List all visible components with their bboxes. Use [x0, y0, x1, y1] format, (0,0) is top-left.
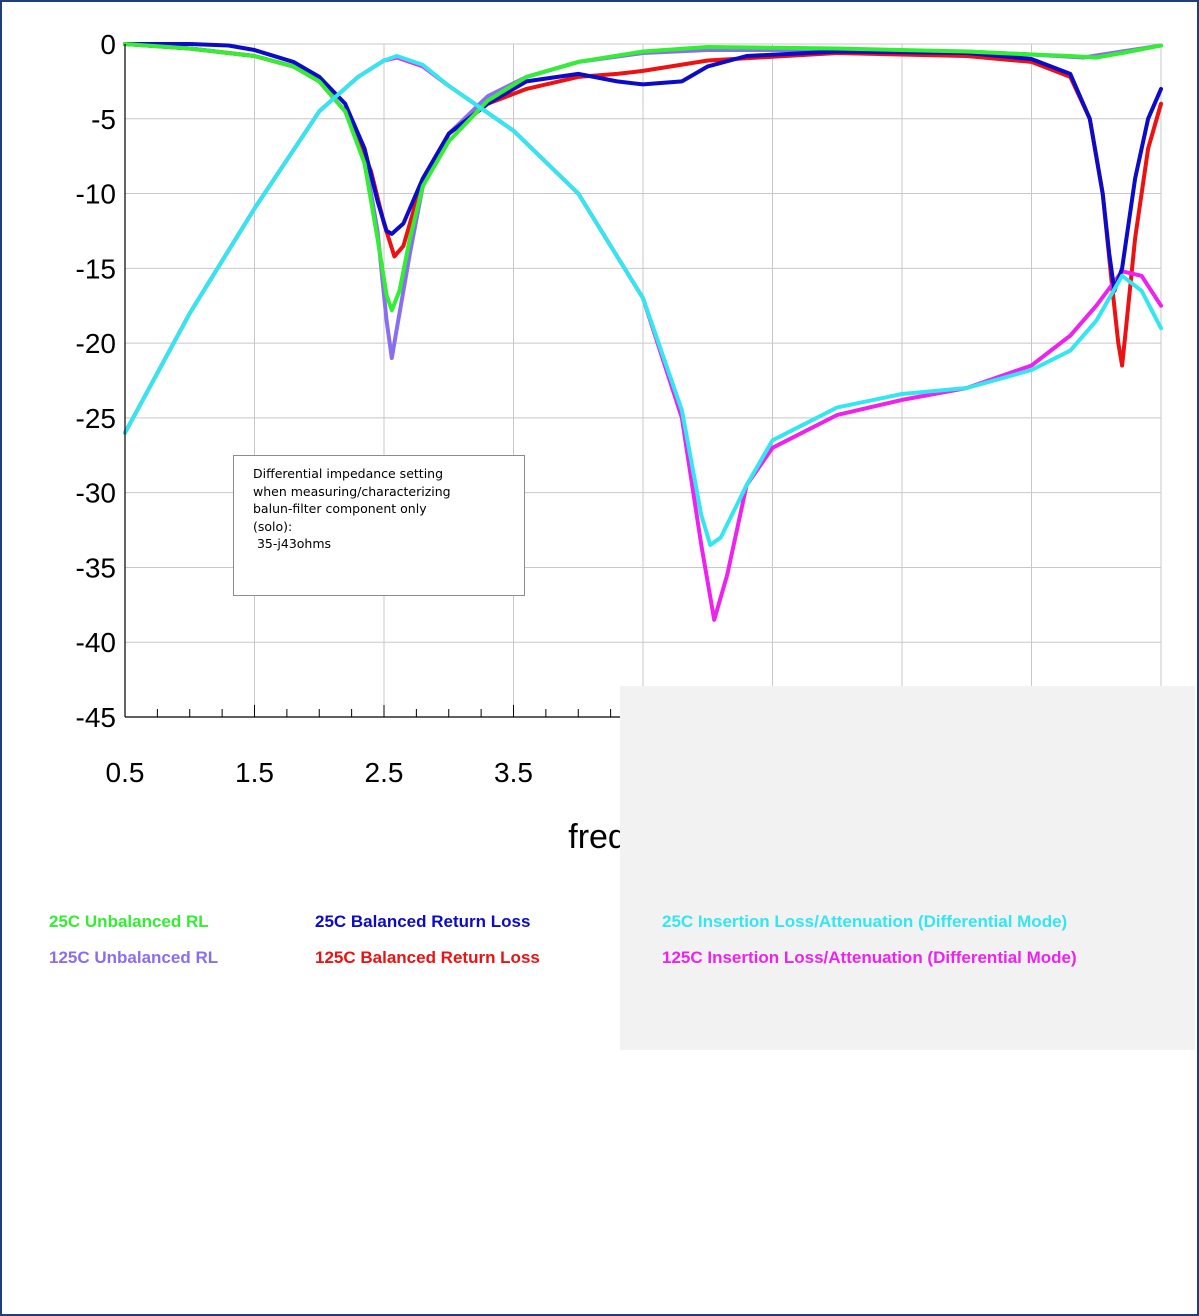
- shaded-panel: [620, 686, 1195, 1050]
- y-tick-label: 0: [100, 29, 116, 60]
- legend-entry-25c-balanced-return-loss: 25C Balanced Return Loss: [315, 912, 531, 931]
- y-tick-label: -30: [76, 478, 116, 509]
- y-tick-label: -25: [76, 403, 116, 434]
- x-tick-label: 0.5: [106, 757, 145, 788]
- legend-entry-25c-insertion-loss: 25C Insertion Loss/Attenuation (Differen…: [662, 912, 1068, 931]
- legend-entry-25c-unbalanced-rl: 25C Unbalanced RL: [49, 912, 209, 931]
- y-tick-label: -5: [91, 104, 116, 135]
- legend-entry-125c-balanced-return-loss: 125C Balanced Return Loss: [315, 948, 540, 967]
- grid-layer: [124, 43, 1162, 718]
- annotation-line: 35-j43ohms: [253, 536, 332, 552]
- series-line-25c-unbalanced-rl: [123, 42, 1163, 313]
- y-tick-label: -20: [76, 328, 116, 359]
- x-tick-label: 2.5: [365, 757, 404, 788]
- annotation-box: Differential impedance setting when meas…: [233, 455, 525, 596]
- y-tick-label: -45: [76, 702, 116, 733]
- series-layer: [123, 42, 1163, 622]
- annotation-line: when measuring/characterizing: [253, 483, 451, 499]
- legend-entry-125c-unbalanced-rl: 125C Unbalanced RL: [49, 948, 219, 967]
- y-tick-label: -35: [76, 552, 116, 583]
- annotation-line: balun-filter component only: [253, 501, 427, 517]
- y-tick-label: -10: [76, 179, 116, 210]
- x-tick-label: 3.5: [494, 757, 533, 788]
- series-line-25c-insertion-loss-attenuation-differential-mode: [123, 54, 1163, 547]
- series-line-25c-balanced-return-loss: [123, 42, 1163, 293]
- y-tick-label: -40: [76, 627, 116, 658]
- axis-layer: 0.51.52.53.54.55.56.57.58.50-5-10-15-20-…: [76, 29, 1181, 788]
- y-tick-label: -15: [76, 253, 116, 284]
- annotation-line: Differential impedance setting: [253, 466, 444, 481]
- x-tick-label: 1.5: [235, 757, 274, 788]
- legend-entry-125c-insertion-loss: 125C Insertion Loss/Attenuation (Differe…: [662, 948, 1077, 967]
- annotation-line: (solo):: [253, 518, 293, 534]
